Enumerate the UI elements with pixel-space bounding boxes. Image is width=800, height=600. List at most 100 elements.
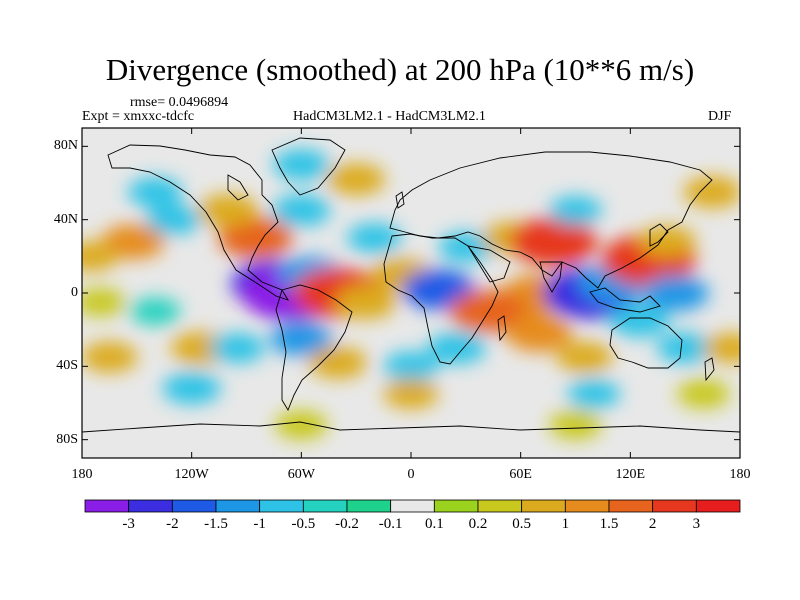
coastline-japan — [649, 223, 669, 247]
field-anomaly-30 — [609, 304, 670, 337]
coastline-south-america — [275, 284, 353, 412]
field-anomaly-29 — [643, 275, 709, 311]
coastline-antarctica — [82, 421, 740, 433]
field-anomaly-3 — [127, 177, 183, 208]
coastlines — [82, 137, 740, 433]
y-tick-label-0: 80N — [53, 138, 78, 154]
rmse-label: rmse= 0.0496894 — [130, 95, 229, 110]
colorbar-swatch-6 — [346, 499, 392, 513]
field-anomaly-8 — [326, 163, 386, 196]
colorbar-label-9: 0.5 — [512, 516, 532, 532]
field-anomaly-6 — [272, 194, 331, 227]
x-tick-label-1: 120W — [174, 467, 209, 482]
colorbar-label-13: 3 — [692, 516, 701, 532]
colorbar-label-8: 0.2 — [468, 516, 488, 532]
field-anomaly-33 — [129, 297, 181, 326]
field-anomaly-40 — [427, 332, 486, 364]
colorbar-swatch-1 — [128, 499, 173, 513]
colorbar-label-11: 1.5 — [599, 516, 619, 532]
x-tick-label-3: 0 — [407, 467, 415, 482]
field-anomaly-2 — [145, 204, 201, 235]
colorbar-swatch-11 — [564, 499, 610, 513]
field-anomaly-36 — [209, 333, 265, 363]
field-anomaly-42 — [656, 332, 714, 364]
colorbar-label-6: -0.1 — [378, 516, 403, 532]
colorbar-label-4: -0.5 — [291, 516, 316, 532]
field-anomaly-1 — [82, 241, 119, 272]
field-anomaly-46 — [567, 379, 621, 409]
field-anomaly-45 — [383, 378, 439, 409]
experiment-label: Expt = xmxxc-tdcfc — [82, 109, 195, 124]
field-anomaly-24 — [505, 314, 573, 352]
colorbar-swatch-13 — [652, 499, 697, 513]
field-anomaly-14 — [334, 285, 397, 320]
coastline-new-zealand — [704, 357, 715, 382]
field-anomaly-19 — [509, 217, 598, 266]
colorbar-swatch-9 — [477, 499, 523, 513]
field-anomaly-43 — [703, 333, 740, 363]
colorbar-label-12: 2 — [648, 516, 657, 532]
colorbar-label-10: 1 — [561, 516, 570, 532]
coastline-north-america — [107, 144, 290, 301]
y-tick-label-3: 40S — [56, 358, 78, 374]
coastline-australia — [609, 317, 683, 369]
coastline-eurasia — [389, 151, 713, 289]
field-anomaly-44 — [162, 372, 221, 405]
colorbar-swatch-8 — [433, 499, 479, 513]
y-tick-label-1: 40N — [53, 211, 78, 227]
colorbar-label-7: 0.1 — [424, 516, 444, 532]
coastline-british-isles — [395, 191, 405, 209]
y-tick-label-4: 80S — [56, 431, 78, 447]
axis-ticks — [81, 128, 741, 458]
coastline-maritime-continent — [589, 287, 661, 313]
colorbar-swatch-14 — [695, 499, 741, 513]
x-tick-label-5: 120E — [615, 467, 646, 482]
field-anomaly-48 — [274, 410, 328, 440]
coastline-greenland — [271, 137, 346, 196]
field-anomaly-39 — [383, 351, 439, 382]
field-anomaly-23 — [449, 290, 526, 333]
x-tick-label-6: 180 — [729, 467, 751, 482]
colorbar-label-2: -1.5 — [204, 516, 228, 532]
field-anomaly-47 — [676, 379, 730, 409]
field-anomaly-32 — [82, 288, 126, 317]
field-anomaly-31 — [683, 176, 740, 209]
models-label: HadCM3LM2.1 - HadCM3LM2.1 — [293, 109, 486, 124]
coastline-india — [539, 261, 563, 293]
colorbar-swatch-0 — [84, 499, 130, 513]
colorbar-label-1: -2 — [166, 516, 179, 532]
coastline-hudson-bay — [227, 174, 249, 201]
x-tick-label-4: 60E — [509, 467, 532, 482]
season-label: DJF — [708, 109, 732, 124]
coastline-africa — [383, 233, 499, 365]
colorbar-label-0: -3 — [122, 516, 135, 532]
y-tick-label-2: 0 — [71, 285, 78, 300]
coastline-arabia — [467, 245, 511, 283]
colorbar-label-5: -0.2 — [335, 516, 359, 532]
field-anomaly-37 — [270, 321, 333, 356]
colorbar-swatch-3 — [215, 499, 261, 513]
colorbar-swatch-10 — [521, 499, 566, 513]
field-anomaly-38 — [308, 346, 368, 379]
x-tick-label-0: 180 — [71, 467, 93, 482]
field-anomaly-7 — [273, 149, 330, 181]
colorbar-swatch-4 — [259, 499, 304, 513]
colorbar-swatch-5 — [302, 499, 348, 513]
colorbar-swatch-12 — [608, 499, 654, 513]
map-title: Divergence (smoothed) at 200 hPa (10**6 … — [105, 52, 695, 87]
colorbar-swatch-7 — [390, 499, 435, 513]
coastline-madagascar — [497, 315, 507, 342]
field-anomaly-0 — [101, 224, 166, 260]
colorbar — [84, 499, 741, 513]
field-anomaly-20 — [549, 196, 602, 225]
field-anomaly-35 — [82, 341, 138, 373]
field-anomaly-4 — [218, 217, 293, 259]
colorbar-label-3: -1 — [253, 516, 266, 532]
field-anomaly-5 — [198, 194, 259, 227]
field-anomaly-9 — [347, 223, 402, 253]
colorbar-swatch-2 — [171, 499, 217, 513]
field-anomaly-17 — [438, 232, 494, 263]
x-tick-label-2: 60W — [287, 467, 315, 482]
field-anomaly-49 — [549, 410, 602, 440]
